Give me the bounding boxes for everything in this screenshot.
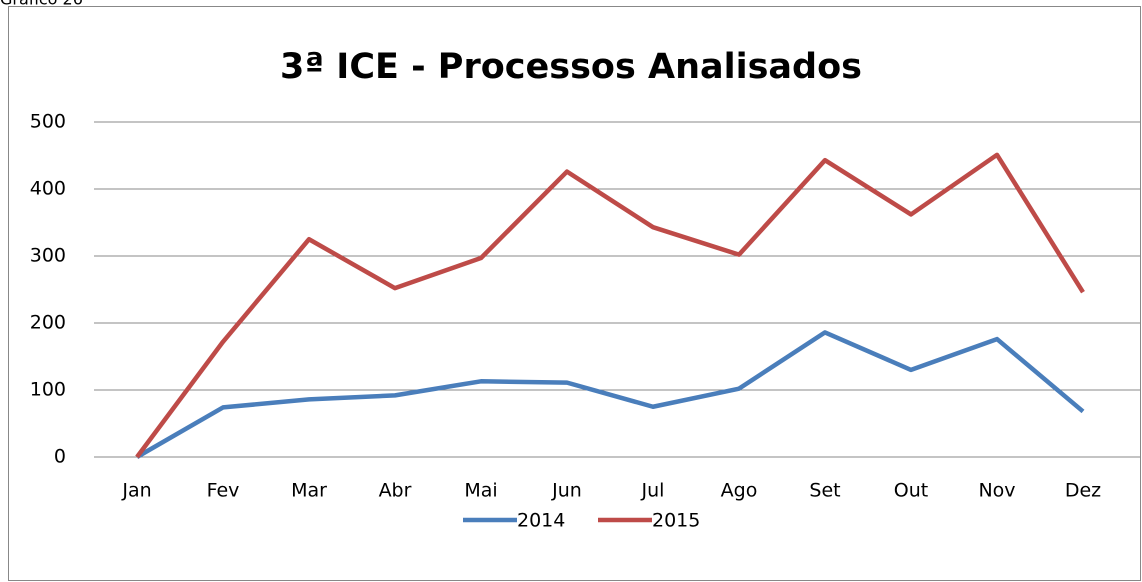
x-tick-label: Out — [894, 480, 928, 502]
x-tick-label: Mar — [291, 480, 327, 502]
x-tick-label: Mai — [464, 480, 497, 502]
x-tick-label: Jan — [121, 480, 151, 502]
x-tick-label: Jul — [641, 480, 665, 502]
y-tick-label: 300 — [30, 245, 66, 267]
x-tick-label: Ago — [721, 480, 758, 502]
x-tick-label: Fev — [207, 480, 240, 502]
x-tick-label: Jun — [551, 480, 582, 502]
x-tick-label: Abr — [379, 480, 412, 502]
line — [135, 152, 1085, 459]
x-tick-label: Set — [809, 480, 840, 502]
legend-label: 2015 — [652, 510, 700, 532]
y-tick-label: 400 — [30, 178, 66, 200]
y-tick-label: 0 — [54, 446, 66, 468]
x-tick-label: Dez — [1065, 480, 1101, 502]
y-tick-label: 200 — [30, 312, 66, 334]
x-tick-label: Nov — [978, 480, 1015, 502]
line — [135, 330, 1085, 459]
chart-title: 3ª ICE - Processos Analisados — [280, 47, 862, 87]
y-tick-label: 500 — [30, 111, 66, 133]
y-tick-label: 100 — [30, 379, 66, 401]
legend-label: 2014 — [517, 510, 565, 532]
chart-border — [8, 6, 1141, 581]
caption: Gráfico 26 — [0, 0, 83, 9]
